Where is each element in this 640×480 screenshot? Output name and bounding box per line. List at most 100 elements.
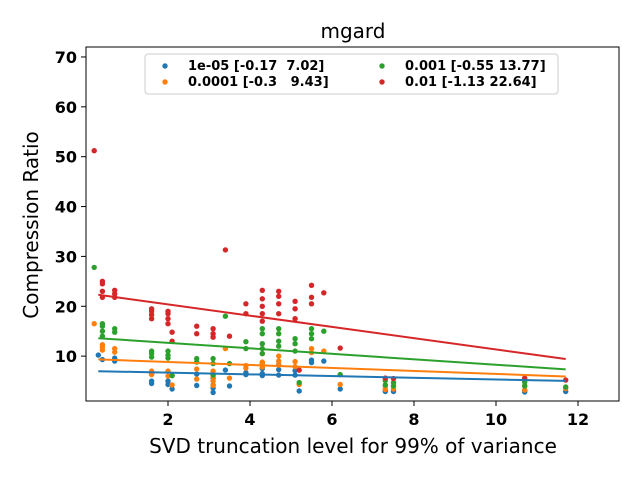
legend-box — [144, 53, 559, 95]
point-s1-16 — [210, 368, 216, 374]
point-s2-11 — [165, 352, 171, 358]
axes: 2 4 6 8 10 12 10 20 30 40 50 60 70 — [55, 48, 589, 429]
y-tick-label-4: 50 — [55, 148, 77, 167]
point-s2-38 — [308, 326, 315, 332]
point-s2-36 — [308, 336, 315, 342]
point-s2-33 — [292, 341, 298, 347]
point-s2-29 — [276, 338, 282, 344]
point-s3-13 — [165, 316, 171, 322]
point-s0-5 — [148, 378, 155, 384]
point-s3-39 — [296, 367, 302, 373]
point-s2-0 — [91, 264, 97, 271]
point-s3-30 — [259, 296, 265, 302]
legend-marker-2 — [379, 63, 385, 69]
point-s1-11 — [194, 376, 200, 382]
point-s2-30 — [276, 331, 282, 337]
point-s2-2 — [99, 328, 106, 334]
legend: 1e-05 [-0.17 7.02]0.0001 [-0.3 9.43] 0.00… — [144, 53, 559, 95]
y-tick-label-6: 70 — [55, 48, 77, 67]
point-s3-33 — [276, 301, 282, 307]
point-s3-22 — [210, 326, 216, 332]
point-s1-14 — [210, 378, 216, 384]
point-s2-23 — [259, 350, 265, 357]
legend-label-1: 0.0001 [-0.3 9.43] — [188, 75, 329, 90]
point-s1-26 — [276, 358, 282, 364]
point-s1-0 — [91, 321, 97, 327]
y-tick-label-5: 60 — [55, 98, 77, 117]
point-s3-24 — [226, 333, 233, 339]
point-s2-44 — [390, 379, 397, 386]
point-s2-12 — [165, 348, 171, 354]
x-tick-label-1: 4 — [244, 410, 255, 429]
point-s3-42 — [308, 282, 315, 288]
point-s3-43 — [321, 290, 327, 296]
point-s3-15 — [165, 308, 171, 314]
point-s2-35 — [296, 379, 302, 386]
legend-label-3: 0.01 [-1.13 22.64] — [405, 75, 537, 90]
x-tick-label-0: 2 — [162, 410, 173, 429]
point-s2-26 — [259, 331, 265, 337]
point-s3-12 — [165, 321, 171, 327]
point-s2-6 — [112, 326, 118, 332]
plot-marks — [91, 148, 569, 396]
point-s2-27 — [259, 326, 265, 332]
legend-label-2: 0.001 [-0.55 13.77] — [405, 59, 546, 74]
point-s1-27 — [276, 353, 282, 359]
y-tick-label-0: 10 — [55, 347, 77, 366]
fit-line-1 — [98, 358, 566, 378]
point-s2-15 — [194, 355, 200, 362]
point-s0-9 — [169, 386, 175, 392]
point-s0-18 — [226, 383, 233, 389]
point-s3-19 — [194, 323, 200, 329]
point-s3-31 — [259, 287, 265, 293]
point-s2-31 — [276, 326, 282, 332]
point-s1-12 — [194, 366, 200, 372]
point-s3-11 — [148, 306, 155, 312]
point-s0-33 — [321, 358, 327, 364]
point-s2-37 — [308, 331, 315, 337]
point-s3-28 — [259, 311, 265, 317]
point-s2-39 — [321, 328, 327, 334]
point-s0-13 — [210, 389, 216, 396]
point-s0-17 — [222, 367, 229, 373]
point-s0-26 — [276, 366, 282, 373]
point-s2-22 — [243, 339, 249, 345]
point-s0-30 — [296, 388, 302, 394]
point-s3-37 — [292, 306, 298, 312]
point-s3-16 — [169, 329, 175, 335]
y-tick-label-1: 20 — [55, 297, 77, 316]
point-s3-26 — [243, 301, 249, 307]
point-s2-9 — [148, 348, 155, 354]
point-s3-27 — [259, 318, 265, 324]
series-3 — [91, 148, 569, 383]
point-s3-44 — [337, 345, 343, 351]
point-s3-29 — [259, 303, 265, 309]
point-s2-47 — [563, 384, 569, 390]
point-s3-18 — [194, 331, 200, 337]
point-s3-2 — [99, 288, 106, 294]
point-s1-39 — [522, 387, 528, 393]
fit-line-3 — [98, 293, 566, 360]
point-s3-0 — [91, 148, 97, 154]
point-s1-23 — [259, 359, 265, 365]
legend-marker-3 — [379, 79, 385, 85]
point-s1-10 — [169, 382, 175, 388]
point-s3-21 — [210, 331, 216, 337]
fit-line-0 — [98, 370, 566, 382]
point-s1-13 — [210, 382, 216, 389]
x-axis-label: SVD truncation level for 99% of variance — [149, 434, 557, 458]
point-s2-19 — [222, 313, 229, 319]
point-s3-32 — [276, 311, 282, 317]
x-tick-label-2: 6 — [326, 410, 337, 429]
point-s2-34 — [292, 336, 298, 342]
point-s1-29 — [292, 358, 298, 365]
point-s3-36 — [292, 316, 298, 322]
point-s3-34 — [276, 293, 282, 299]
point-s1-8 — [165, 373, 171, 379]
legend-marker-0 — [162, 63, 168, 69]
point-s2-25 — [259, 341, 265, 347]
chart-title: mgard — [321, 19, 386, 43]
point-s2-4 — [99, 321, 106, 327]
point-s3-8 — [148, 316, 155, 322]
